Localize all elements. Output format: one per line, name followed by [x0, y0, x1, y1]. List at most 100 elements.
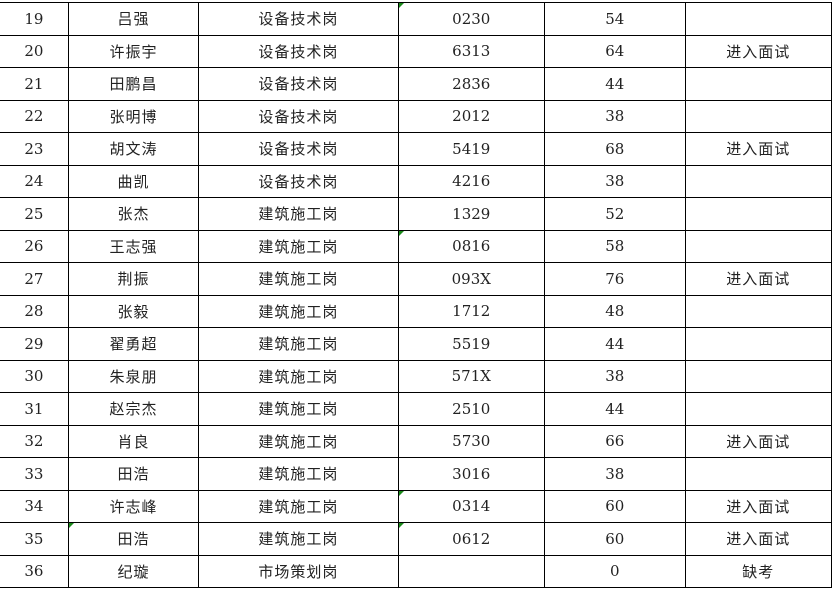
name-cell[interactable]: 张毅 [67, 294, 200, 328]
score-cell[interactable]: 68 [544, 132, 686, 166]
remark-cell[interactable]: 缺考 [684, 554, 832, 588]
remark-cell[interactable]: 进入面试 [684, 424, 832, 458]
id-cell[interactable]: 0230 [397, 2, 546, 36]
id-cell[interactable]: 571X [397, 359, 546, 393]
post-cell[interactable]: 设备技术岗 [198, 99, 399, 133]
remark-cell[interactable] [684, 164, 832, 198]
post-cell[interactable]: 建筑施工岗 [198, 522, 399, 556]
remark-cell[interactable]: 进入面试 [684, 522, 832, 556]
name-cell[interactable]: 张明博 [67, 99, 200, 133]
id-cell[interactable]: 2012 [397, 99, 546, 133]
name-cell[interactable]: 肖良 [67, 424, 200, 458]
row-number-cell[interactable]: 25 [0, 197, 69, 231]
id-cell[interactable]: 5419 [397, 132, 546, 166]
row-number-cell[interactable]: 21 [0, 67, 69, 101]
id-cell[interactable]: 0314 [397, 489, 546, 523]
name-cell[interactable]: 曲凯 [67, 164, 200, 198]
score-cell[interactable]: 48 [544, 294, 686, 328]
post-cell[interactable]: 建筑施工岗 [198, 294, 399, 328]
row-number-cell[interactable]: 30 [0, 359, 69, 393]
remark-cell[interactable] [684, 392, 832, 426]
score-cell[interactable]: 38 [544, 457, 686, 491]
name-cell[interactable]: 田浩 [67, 522, 200, 556]
id-cell[interactable]: 2510 [397, 392, 546, 426]
row-number-cell[interactable]: 27 [0, 262, 69, 296]
remark-cell[interactable] [684, 99, 832, 133]
score-cell[interactable]: 60 [544, 522, 686, 556]
score-cell[interactable]: 76 [544, 262, 686, 296]
score-cell[interactable]: 52 [544, 197, 686, 231]
score-cell[interactable]: 38 [544, 164, 686, 198]
remark-cell[interactable] [684, 197, 832, 231]
id-cell[interactable]: 0816 [397, 229, 546, 263]
score-cell[interactable]: 38 [544, 99, 686, 133]
post-cell[interactable]: 建筑施工岗 [198, 327, 399, 361]
row-number-cell[interactable]: 32 [0, 424, 69, 458]
row-number-cell[interactable]: 36 [0, 554, 69, 588]
name-cell[interactable]: 胡文涛 [67, 132, 200, 166]
post-cell[interactable]: 设备技术岗 [198, 67, 399, 101]
id-cell[interactable]: 2836 [397, 67, 546, 101]
score-cell[interactable]: 44 [544, 327, 686, 361]
post-cell[interactable]: 建筑施工岗 [198, 229, 399, 263]
row-number-cell[interactable]: 20 [0, 34, 69, 68]
id-cell[interactable]: 1712 [397, 294, 546, 328]
name-cell[interactable]: 许振宇 [67, 34, 200, 68]
row-number-cell[interactable]: 19 [0, 2, 69, 36]
post-cell[interactable]: 建筑施工岗 [198, 457, 399, 491]
row-number-cell[interactable]: 28 [0, 294, 69, 328]
post-cell[interactable]: 建筑施工岗 [198, 489, 399, 523]
post-cell[interactable]: 建筑施工岗 [198, 197, 399, 231]
post-cell[interactable]: 设备技术岗 [198, 34, 399, 68]
score-cell[interactable]: 0 [544, 554, 686, 588]
post-cell[interactable]: 市场策划岗 [198, 554, 399, 588]
remark-cell[interactable]: 进入面试 [684, 34, 832, 68]
post-cell[interactable]: 建筑施工岗 [198, 392, 399, 426]
remark-cell[interactable] [684, 359, 832, 393]
name-cell[interactable]: 荆振 [67, 262, 200, 296]
remark-cell[interactable] [684, 294, 832, 328]
name-cell[interactable]: 吕强 [67, 2, 200, 36]
name-cell[interactable]: 纪璇 [67, 554, 200, 588]
id-cell[interactable]: 4216 [397, 164, 546, 198]
name-cell[interactable]: 赵宗杰 [67, 392, 200, 426]
row-number-cell[interactable]: 24 [0, 164, 69, 198]
post-cell[interactable]: 设备技术岗 [198, 132, 399, 166]
row-number-cell[interactable]: 23 [0, 132, 69, 166]
row-number-cell[interactable]: 35 [0, 522, 69, 556]
score-cell[interactable]: 44 [544, 392, 686, 426]
score-cell[interactable]: 58 [544, 229, 686, 263]
remark-cell[interactable] [684, 67, 832, 101]
score-cell[interactable]: 38 [544, 359, 686, 393]
name-cell[interactable]: 田浩 [67, 457, 200, 491]
post-cell[interactable]: 建筑施工岗 [198, 424, 399, 458]
name-cell[interactable]: 张杰 [67, 197, 200, 231]
row-number-cell[interactable]: 22 [0, 99, 69, 133]
name-cell[interactable]: 许志峰 [67, 489, 200, 523]
id-cell[interactable]: 5519 [397, 327, 546, 361]
score-cell[interactable]: 66 [544, 424, 686, 458]
id-cell[interactable]: 1329 [397, 197, 546, 231]
remark-cell[interactable] [684, 2, 832, 36]
remark-cell[interactable]: 进入面试 [684, 132, 832, 166]
id-cell[interactable]: 3016 [397, 457, 546, 491]
name-cell[interactable]: 朱泉朋 [67, 359, 200, 393]
row-number-cell[interactable]: 26 [0, 229, 69, 263]
remark-cell[interactable] [684, 229, 832, 263]
remark-cell[interactable] [684, 327, 832, 361]
remark-cell[interactable]: 进入面试 [684, 489, 832, 523]
remark-cell[interactable]: 进入面试 [684, 262, 832, 296]
post-cell[interactable]: 建筑施工岗 [198, 359, 399, 393]
id-cell[interactable]: 5730 [397, 424, 546, 458]
post-cell[interactable]: 建筑施工岗 [198, 262, 399, 296]
remark-cell[interactable] [684, 457, 832, 491]
post-cell[interactable]: 设备技术岗 [198, 2, 399, 36]
score-cell[interactable]: 60 [544, 489, 686, 523]
post-cell[interactable]: 设备技术岗 [198, 164, 399, 198]
score-cell[interactable]: 44 [544, 67, 686, 101]
name-cell[interactable]: 田鹏昌 [67, 67, 200, 101]
row-number-cell[interactable]: 33 [0, 457, 69, 491]
name-cell[interactable]: 翟勇超 [67, 327, 200, 361]
id-cell[interactable]: 093X [397, 262, 546, 296]
row-number-cell[interactable]: 31 [0, 392, 69, 426]
